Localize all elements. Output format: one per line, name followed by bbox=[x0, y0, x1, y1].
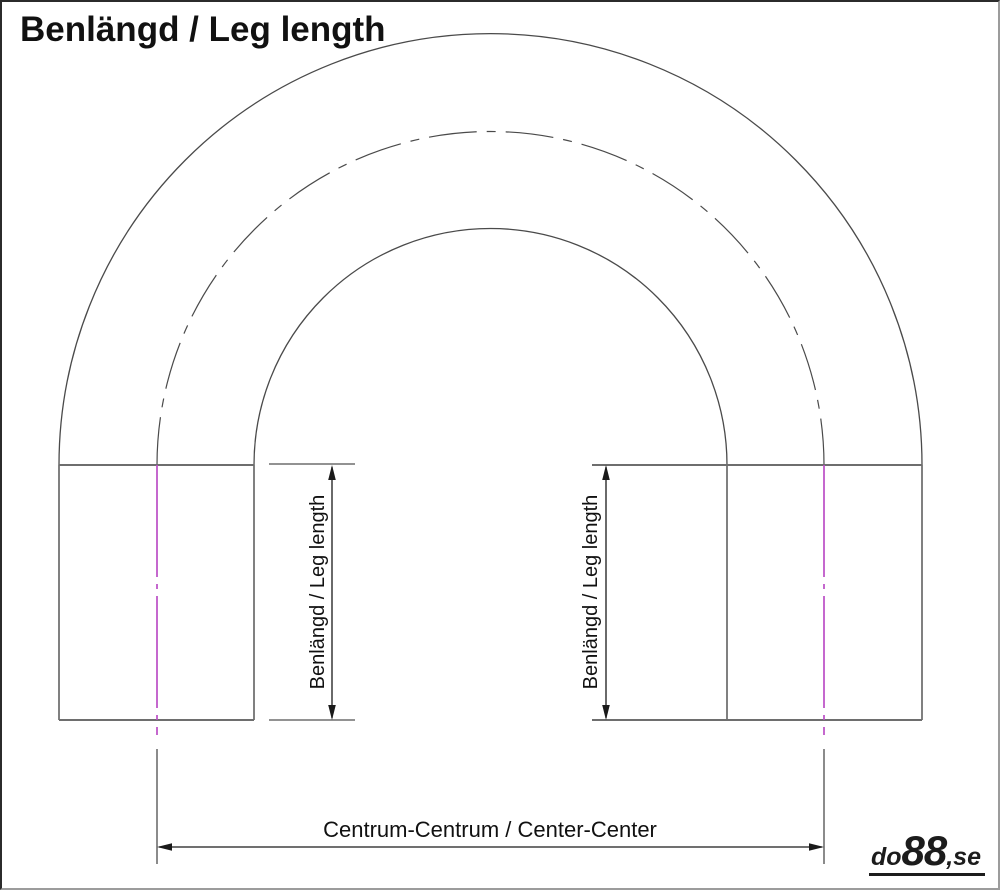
center-dim-arrow-right bbox=[809, 843, 824, 851]
page-title: Benlängd / Leg length bbox=[20, 10, 386, 49]
right-leg bbox=[592, 464, 923, 735]
center-dim-arrow-left bbox=[157, 843, 172, 851]
left-leg bbox=[58, 464, 255, 735]
inner-arc bbox=[253, 227, 728, 466]
bend-arcs bbox=[58, 32, 923, 466]
outer-arc bbox=[58, 32, 923, 466]
centerline-arc bbox=[156, 130, 825, 466]
right-leg-dimension: Benlängd / Leg length bbox=[580, 465, 610, 720]
left-dim-arrow-down bbox=[328, 705, 336, 720]
left-leg-dimension-label: Benlängd / Leg length bbox=[307, 495, 329, 690]
right-leg-dimension-label: Benlängd / Leg length bbox=[580, 495, 602, 690]
center-center-dimension: Centrum-Centrum / Center-Center bbox=[156, 749, 825, 864]
logo-number: 88 bbox=[901, 827, 948, 874]
left-leg-dimension: Benlängd / Leg length bbox=[269, 463, 355, 721]
left-dim-arrow-up bbox=[328, 465, 336, 480]
center-center-dimension-label: Centrum-Centrum / Center-Center bbox=[323, 817, 657, 842]
right-dim-arrow-up bbox=[602, 465, 610, 480]
logo-suffix: ,se bbox=[946, 843, 981, 871]
do88-logo: do88,se bbox=[868, 827, 985, 876]
logo-prefix: do bbox=[870, 843, 902, 871]
right-dim-arrow-down bbox=[602, 705, 610, 720]
